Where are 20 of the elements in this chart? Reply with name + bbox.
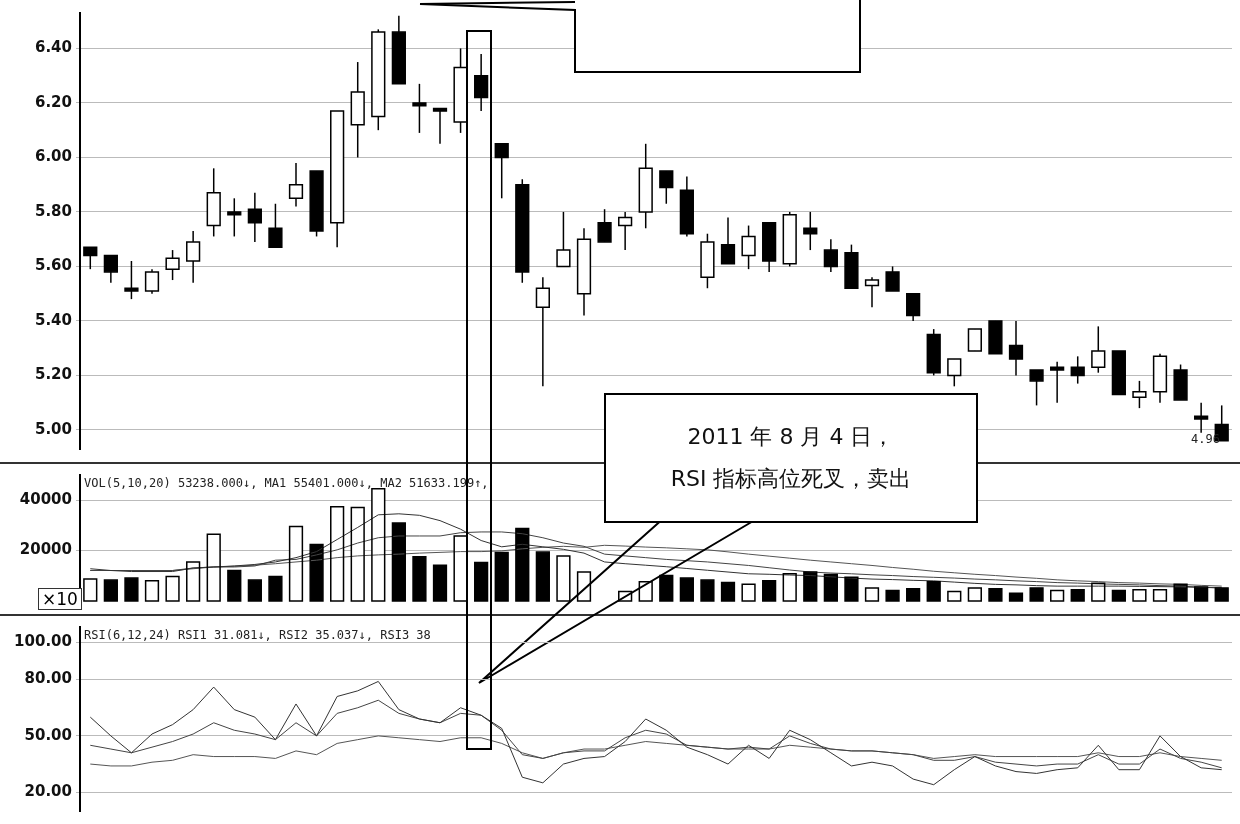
annotation: 2011 年 8 月 4 日， RSI 指标高位死叉，卖出 [670, 423, 912, 493]
y-tick-label: 6.00 [34, 147, 72, 166]
y-tick-label: 20000 [19, 540, 72, 559]
y-tick-label: 40000 [19, 490, 72, 509]
y-tick-label: 6.20 [34, 92, 72, 111]
y-axis-title: ×10 [38, 588, 82, 610]
y-tick-label: 5.20 [34, 365, 72, 384]
y-tick-label: 80.00 [24, 669, 72, 688]
y-tick-label: 5.80 [34, 201, 72, 220]
y-tick-label: 5.60 [34, 256, 72, 275]
y-tick-label: 20.00 [24, 782, 72, 801]
callout-box: 2011 年 8 月 4 日， RSI 指标高位死叉，卖出 [604, 393, 978, 523]
y-tick-label: 50.00 [24, 725, 72, 744]
annotation: RSI(6,12,24) RSI1 31.081↓, RSI2 35.037↓, RSI3 38 [84, 628, 431, 643]
annotation: 4.96 [1191, 432, 1220, 447]
y-tick-label: 6.40 [34, 38, 72, 57]
y-tick-label: 100.00 [14, 631, 72, 650]
candlestick [288, 162, 304, 208]
y-tick-label: 5.40 [34, 310, 72, 329]
y-tick-label: 5.00 [34, 419, 72, 438]
